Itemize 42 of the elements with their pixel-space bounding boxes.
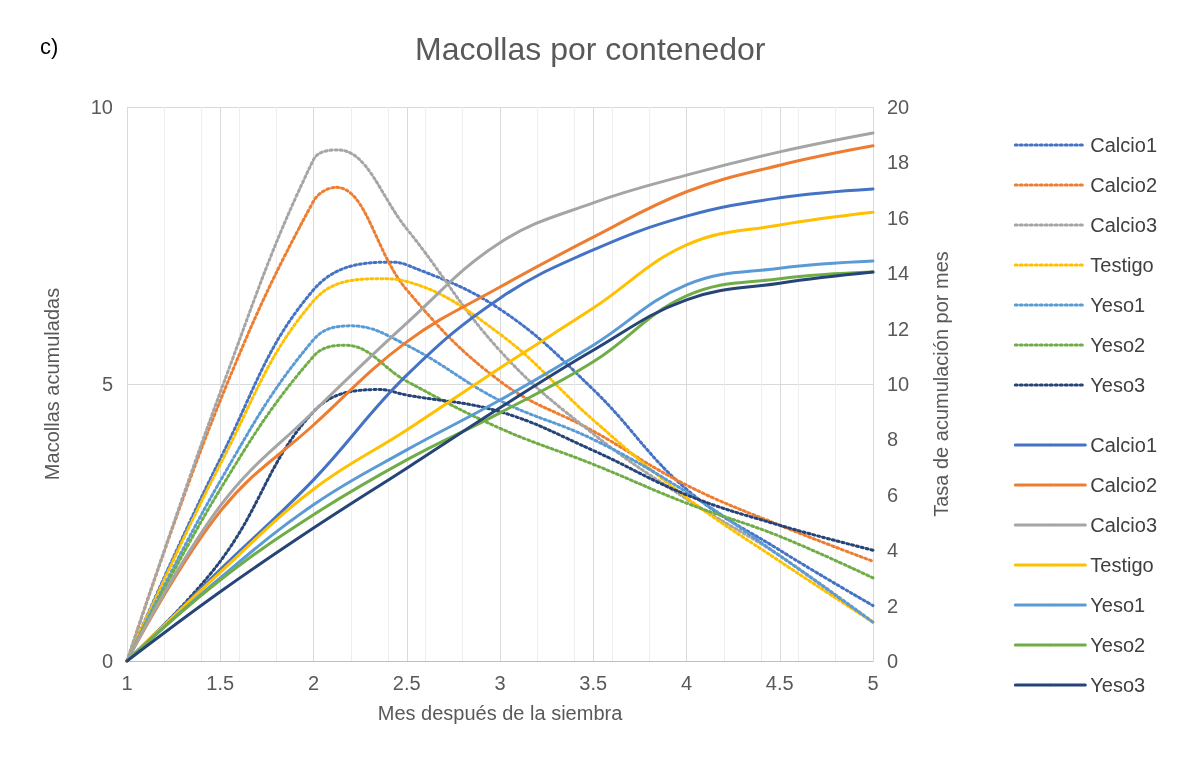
y2-tick-label: 18: [887, 151, 910, 174]
legend-label: Calcio2: [1090, 474, 1157, 496]
y-tick-label: 0: [101, 650, 113, 672]
x-tick-label: 4.5: [765, 672, 794, 694]
legend-label: Calcio3: [1090, 514, 1157, 536]
x-tick-label: 3.5: [579, 672, 608, 694]
legend-label: Yeso2: [1090, 634, 1146, 656]
y2-tick-label: 10: [887, 373, 910, 395]
y-tick-label: 10: [90, 96, 113, 118]
y2-tick-label: 20: [887, 96, 910, 118]
y2-tick-label: 2: [887, 594, 899, 617]
legend-label: Testigo: [1090, 254, 1154, 276]
x-tick-label: 1: [121, 672, 133, 694]
x-tick-label: 2: [307, 672, 320, 694]
y2-tick-label: 6: [887, 483, 899, 506]
chart-title: Macollas por contenedor: [415, 31, 766, 67]
y2-tick-label: 12: [887, 317, 910, 340]
x-tick-label: 1.5: [206, 672, 235, 694]
y2-axis-title: Tasa de acumulación por mes: [930, 251, 952, 517]
legend-label: Testigo: [1090, 554, 1154, 576]
y2-tick-label: 16: [887, 206, 910, 229]
legend-label: Yeso3: [1090, 674, 1146, 696]
legend-label: Calcio1: [1090, 434, 1157, 456]
y-axis-title: Macollas acumuladas: [41, 287, 63, 481]
x-tick-label: 2.5: [392, 672, 421, 694]
x-tick-label: 3: [494, 672, 506, 694]
legend-label: Yeso2: [1090, 334, 1146, 356]
x-axis-title: Mes después de la siembra: [377, 702, 624, 724]
x-tick-label: 5: [867, 672, 879, 694]
x-tick-label: 4: [680, 672, 693, 694]
y2-tick-label: 14: [887, 262, 910, 285]
y2-tick-label: 8: [887, 428, 899, 451]
y2-tick-label: 0: [887, 650, 899, 672]
text: c): [40, 33, 59, 59]
legend-label: Calcio2: [1090, 174, 1157, 196]
legend-label: Yeso1: [1090, 594, 1146, 616]
legend-label: Yeso3: [1090, 374, 1146, 396]
legend-label: Calcio1: [1090, 134, 1157, 156]
legend-label: Calcio3: [1090, 214, 1157, 236]
y2-tick-label: 4: [887, 539, 899, 562]
legend-label: Yeso1: [1090, 294, 1146, 316]
y-tick-label: 5: [101, 373, 113, 395]
